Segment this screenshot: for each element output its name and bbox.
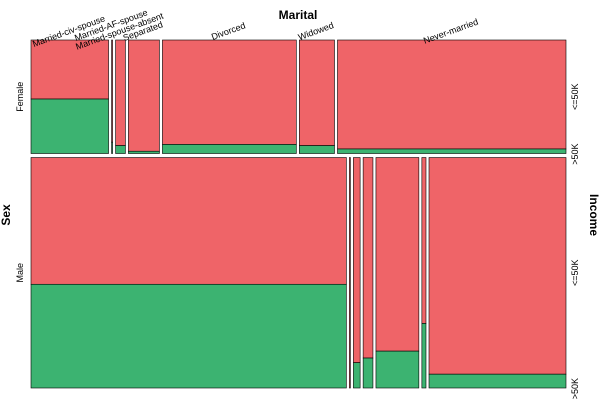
cell-low-income (362, 157, 374, 359)
cell-low-income (30, 39, 109, 100)
cell-low-income (299, 39, 335, 146)
row-label: Male (15, 263, 25, 283)
cell-low-income (375, 157, 420, 352)
cell-high-income (421, 323, 427, 389)
cell-low-income (428, 157, 567, 375)
cell-high-income (362, 357, 374, 389)
cell-high-income (299, 145, 335, 154)
cell-low-income (128, 39, 160, 152)
row-axis-label: Sex (0, 204, 13, 226)
cell-low-income (30, 157, 347, 285)
level-label: >50K (570, 144, 580, 165)
cell-high-income (115, 145, 126, 154)
cell-low-income (337, 39, 567, 150)
category-label: Widowed (297, 20, 335, 42)
cell-high-income (162, 144, 297, 154)
cell-high-income (353, 362, 361, 389)
cell-low-income (162, 39, 297, 145)
level-label: >50K (570, 378, 580, 399)
cell-high-income (111, 141, 113, 154)
category-label: Divorced (210, 20, 247, 42)
cell-high-income (30, 283, 347, 389)
cell-high-income (337, 148, 567, 154)
cell-high-income (128, 150, 160, 154)
side-axis-label: Income (587, 194, 600, 236)
chart-title: Marital (279, 8, 318, 22)
row-label: Female (15, 82, 25, 112)
cell-low-income (111, 39, 113, 143)
cell-high-income (428, 373, 567, 389)
cell-low-income (349, 157, 351, 389)
level-label: <=50K (570, 259, 580, 286)
level-label: <=50K (570, 83, 580, 110)
cell-high-income (30, 98, 109, 154)
cell-low-income (421, 157, 427, 324)
cell-low-income (353, 157, 361, 363)
cell-high-income (375, 350, 420, 389)
cell-low-income (115, 39, 126, 146)
